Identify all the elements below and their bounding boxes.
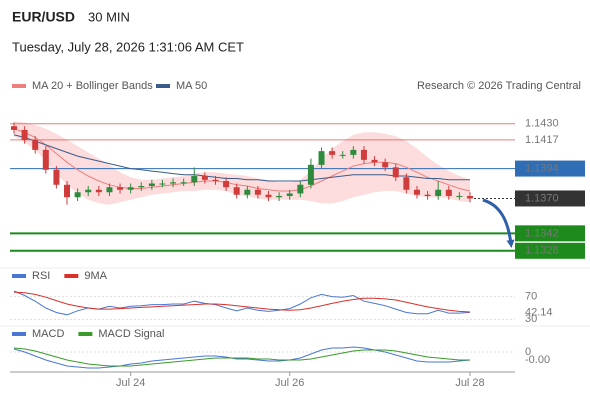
last-value-label: -0.00 [525,354,550,366]
candle-body [170,182,177,184]
candle-body [371,159,378,163]
candle-body [42,149,49,170]
last-value-label: 42.14 [525,306,553,318]
source: Research © 2026 Trading Central [417,80,581,92]
indicator-line [13,347,470,367]
candle-body [223,181,230,188]
candle-body [467,195,473,199]
level-box [515,160,585,177]
candle-body [85,189,92,193]
legend-label: 9MA [84,270,107,282]
legend-label: MACD [32,328,64,340]
interval: 30 MIN [88,9,130,24]
bollinger-band [14,121,470,205]
candle-body [435,189,442,196]
candle-body [53,169,60,185]
x-tick-label: Jul 26 [275,377,304,389]
legend-label: RSI [32,270,50,282]
candle-body [191,176,198,183]
candle-body [297,184,304,194]
timestamp: Tuesday, July 28, 2026 1:31:06 AM CET [12,39,244,54]
level-box [515,225,585,242]
level-label: 1.1430 [525,118,559,130]
legend-swatch [12,332,26,336]
candle-body [148,183,155,187]
candle-body [95,189,102,193]
candle-body [424,194,431,196]
level-label: 1.1342 [525,227,559,239]
candle-body [74,192,81,198]
candle-body [180,182,187,184]
legend-swatch [156,84,170,88]
candle-body [392,167,399,178]
candle-body [286,193,293,196]
level-label: 1.1328 [525,245,559,257]
indicator-line [13,291,471,313]
candle-body [127,187,134,190]
candle-body [265,194,272,198]
legend-swatch [64,274,79,278]
ma-line [13,128,471,192]
level-label: 1.1370 [525,192,559,204]
candle-body [212,179,219,182]
candle-body [117,187,124,190]
candle-body [201,176,208,180]
indicator-line [13,290,471,316]
candle-body [64,184,71,198]
candle-body [445,189,452,196]
level-box [515,190,585,207]
legend-label: MA 50 [176,80,207,92]
candle-body [21,129,28,140]
candle-body [138,186,145,188]
symbol: EUR/USD [12,9,75,25]
candle-body [382,162,389,168]
indicator-line [13,346,471,369]
candle-body [413,189,420,195]
candle-body [307,164,314,185]
level-label: 1.1417 [525,134,559,146]
candle-body [339,154,346,156]
candle-body [360,149,367,160]
legend-swatch [78,332,93,336]
legend-label: MA 20 + Bollinger Bands [32,80,153,92]
candle-body [32,139,39,150]
candle-body [254,189,261,195]
level-box [515,242,585,259]
level-label: 1.1394 [525,162,559,174]
candle-body [159,183,166,185]
legend-swatch [12,84,26,88]
candle-body [456,195,463,197]
candle-body [318,151,325,165]
candle-body [11,126,17,130]
y-tick-label: 0 [525,346,531,358]
candle-body [244,189,251,195]
candle-body [350,149,357,155]
y-tick-label: 70 [525,291,537,303]
x-tick-label: Jul 28 [455,377,484,389]
candle-body [276,195,283,198]
candle-body [233,187,240,195]
candle-body [329,151,336,155]
x-tick-label: Jul 24 [116,377,145,389]
forecast-arrow [482,198,515,248]
y-tick-label: 30 [525,313,537,325]
candle-body [106,187,113,193]
legend-label: MACD Signal [98,328,164,340]
candle-body [403,177,410,190]
legend-swatch [12,274,26,278]
